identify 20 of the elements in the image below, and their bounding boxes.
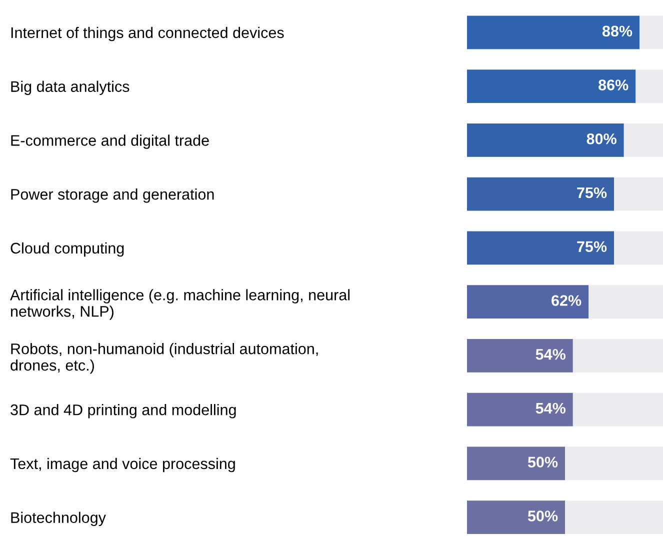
data-label: 50% <box>528 456 558 468</box>
y-tick-label: Robots, non-humanoid (industrial automation, drones, etc.) <box>10 343 318 374</box>
y-tick-label: Big data analytics <box>11 80 130 95</box>
y-tick-label: E-commerce and digital trade <box>11 134 209 149</box>
y-tick-label: 3D and 4D printing and modelling <box>10 404 236 418</box>
y-tick-label: Text, image and voice processing <box>10 458 235 472</box>
data-label: 54% <box>536 349 566 360</box>
data-label: 75% <box>577 241 607 252</box>
data-label: 75% <box>577 187 607 198</box>
data-label: 88% <box>602 26 632 37</box>
data-label: 62% <box>552 295 582 306</box>
data-label: 86% <box>598 80 628 90</box>
data-label: 80% <box>586 133 616 144</box>
data-label: 50% <box>528 510 558 522</box>
y-tick-label: Biotechnology <box>11 512 106 526</box>
data-label: 54% <box>536 402 566 414</box>
y-tick-label: Power storage and generation <box>11 188 214 203</box>
y-tick-label: Internet of things and connected devices <box>11 26 284 42</box>
y-tick-label: Cloud computing <box>10 242 124 257</box>
y-tick-label: Artificial intelligence (e.g. machine learning, neural networks, NLP) <box>10 289 350 320</box>
